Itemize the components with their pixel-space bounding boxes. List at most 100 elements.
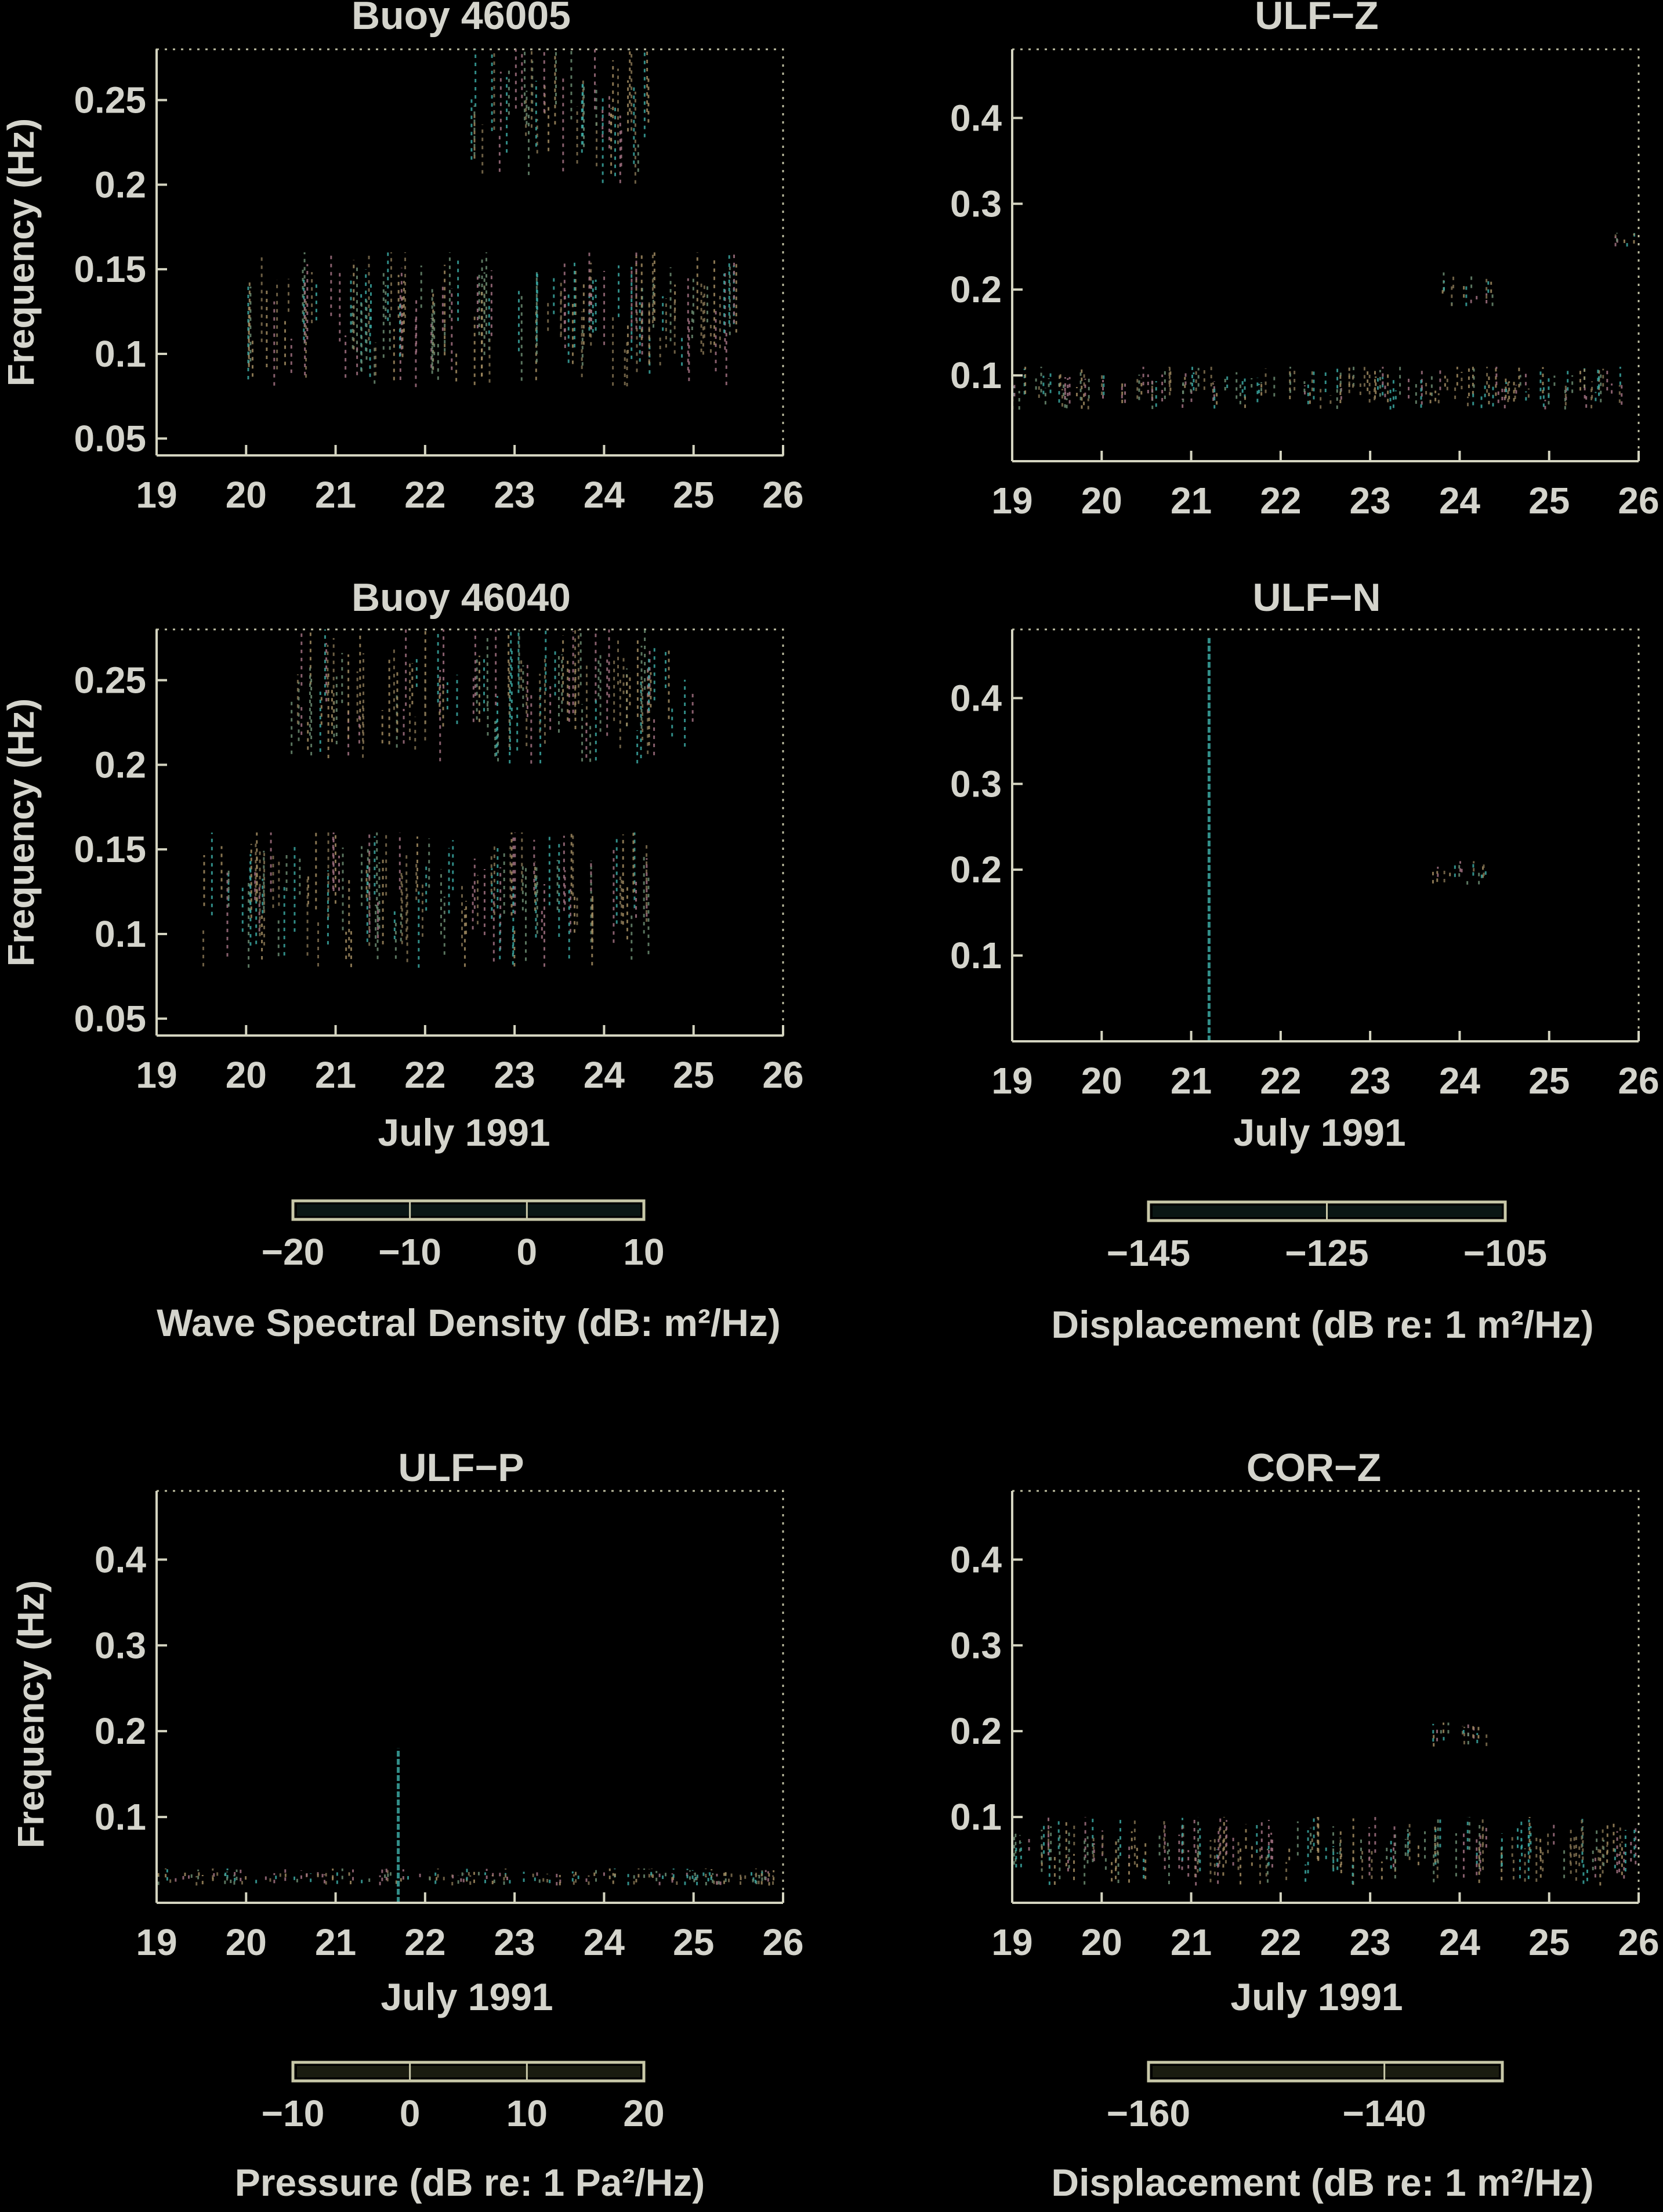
colorbar-label: Pressure (dB re: 1 Pa²/Hz)	[235, 2161, 705, 2204]
y-tick-labels: 0.1 0.2 0.3 0.4	[95, 1538, 167, 1838]
x-tick-label: 22	[404, 1921, 445, 1963]
x-tick-labels: 19 20 21 22 23 24 25 26	[136, 445, 804, 516]
colorbar-tick-labels: −160 −140	[1107, 2062, 1426, 2134]
x-tick-label: 24	[584, 1921, 625, 1963]
x-tick-label: 19	[136, 1921, 177, 1963]
plot-area	[155, 628, 784, 1037]
colorbar-pressure: −10 0 10 20 Pressure (dB re: 1 Pa²/Hz)	[235, 2061, 705, 2204]
x-axis-label: July 1991	[381, 1975, 553, 2018]
y-tick-label: 0.1	[95, 913, 146, 955]
colorbar-tick-label: −145	[1107, 1232, 1190, 1274]
x-tick-label: 25	[1528, 1060, 1570, 1102]
colorbar-tick-labels: −145 −125 −105	[1107, 1202, 1547, 1274]
y-tick-label: 0.05	[74, 998, 146, 1040]
plot-area	[1011, 1490, 1640, 1904]
x-tick-label: 20	[1081, 480, 1122, 522]
x-tick-label: 19	[991, 480, 1032, 522]
x-tick-label: 24	[584, 474, 625, 516]
colorbar-fill	[1153, 2066, 1499, 2077]
colorbar-tick-label: 0	[400, 2092, 421, 2134]
colorbar-tick-label: −105	[1463, 1232, 1547, 1274]
x-tick-label: 23	[1350, 1921, 1391, 1963]
plot-area	[1011, 628, 1640, 1042]
x-tick-labels: 19 20 21 22 23 24 25 26	[991, 451, 1660, 522]
x-tick-label: 26	[1618, 1060, 1659, 1102]
spectrogram-signal	[202, 629, 694, 968]
colorbar-tick-label: −10	[262, 2092, 325, 2134]
y-tick-labels: 0.1 0.2 0.3 0.4	[950, 1538, 1023, 1838]
x-tick-label: 25	[1528, 1921, 1570, 1963]
x-tick-label: 26	[762, 474, 803, 516]
y-tick-labels: 0.1 0.2 0.3 0.4	[950, 97, 1023, 396]
x-tick-label: 23	[494, 474, 535, 516]
x-tick-label: 23	[494, 1054, 535, 1096]
colorbar-label: Wave Spectral Density (dB: m²/Hz)	[157, 1301, 781, 1344]
x-axis-label: July 1991	[1230, 1975, 1403, 2018]
y-tick-labels: 0.05 0.1 0.15 0.2 0.25	[74, 79, 167, 459]
colorbar-wave-spectral-density: −20 −10 0 10 Wave Spectral Density (dB: m²/…	[157, 1199, 781, 1344]
panel-title: ULF−P	[398, 1446, 524, 1490]
panel-title: Buoy 46040	[352, 575, 571, 620]
spectrogram-signal	[1012, 231, 1636, 410]
x-tick-label: 20	[1081, 1060, 1122, 1102]
panel-ulfz: ULF−Z 0.1 0.2 0.3 0.4 19 20 21 22 23 24 25 26	[950, 0, 1660, 522]
x-tick-label: 25	[673, 1921, 714, 1963]
colorbar-tick-labels: −20 −10 0 10	[262, 1201, 665, 1273]
colorbar-tick-labels: −10 0 10 20	[262, 2062, 665, 2134]
colorbar-tick-label: −20	[262, 1231, 325, 1273]
colorbar-label: Displacement (dB re: 1 m²/Hz)	[1051, 1303, 1593, 1346]
x-tick-label: 23	[1350, 1060, 1391, 1102]
x-tick-label: 19	[136, 1054, 177, 1096]
x-tick-label: 22	[1260, 480, 1301, 522]
panel-buoy46005: Buoy 46005 0.05 0.1 0.15 0.2 0.25 19 20 21 22 23…	[0, 0, 804, 516]
x-tick-label: 24	[584, 1054, 625, 1096]
colorbar-displacement-ulf: −145 −125 −105 Displacement (dB re: 1 m²/H…	[1051, 1200, 1594, 1346]
x-tick-label: 25	[673, 1054, 714, 1096]
colorbar-tick-label: −140	[1343, 2092, 1426, 2134]
y-tick-label: 0.15	[74, 828, 146, 870]
panel-ulfp: ULF−P 0.1 0.2 0.3 0.4 19 20 21 22 23 24 25 26 Freq…	[10, 1446, 804, 2018]
colorbar-tick-label: 10	[506, 2092, 548, 2134]
panel-title: ULF−N	[1253, 575, 1381, 620]
y-tick-label: 0.3	[950, 763, 1002, 805]
x-tick-label: 20	[226, 1921, 267, 1963]
colorbar-fill	[297, 1204, 640, 1216]
colorbar-tick-label: −160	[1107, 2092, 1190, 2134]
x-tick-label: 24	[1439, 480, 1481, 522]
x-tick-label: 26	[762, 1054, 803, 1096]
y-tick-label: 0.1	[950, 354, 1002, 396]
x-tick-label: 21	[1171, 1921, 1212, 1963]
y-tick-label: 0.2	[95, 744, 146, 785]
x-tick-label: 21	[315, 474, 356, 516]
x-tick-label: 23	[1350, 480, 1391, 522]
y-tick-label: 0.3	[950, 183, 1002, 225]
x-tick-labels: 19 20 21 22 23 24 25 26	[991, 1031, 1660, 1102]
x-tick-label: 21	[315, 1054, 356, 1096]
y-tick-label: 0.1	[95, 333, 146, 375]
x-tick-label: 25	[1528, 480, 1570, 522]
x-tick-labels: 19 20 21 22 23 24 25 26	[991, 1892, 1660, 1963]
colorbar-tick-label: 0	[517, 1231, 538, 1273]
colorbar-displacement-cor: −160 −140 Displacement (dB re: 1 m²/Hz)	[1051, 2061, 1594, 2204]
y-tick-label: 0.2	[95, 1710, 146, 1752]
x-tick-label: 20	[226, 474, 267, 516]
spectrogram-signal	[1207, 638, 1487, 1041]
x-tick-label: 24	[1439, 1921, 1481, 1963]
panel-corz: COR−Z 0.1 0.2 0.3 0.4 19 20 21 22 23 24 25 26 July…	[950, 1446, 1660, 2018]
y-tick-label: 0.3	[95, 1624, 146, 1666]
x-tick-label: 22	[404, 1054, 445, 1096]
y-tick-label: 0.2	[95, 164, 146, 205]
x-tick-label: 24	[1439, 1060, 1481, 1102]
x-tick-label: 21	[315, 1921, 356, 1963]
spectrogram-signal	[157, 1748, 775, 1903]
y-tick-labels: 0.05 0.1 0.15 0.2 0.25	[74, 660, 167, 1040]
y-tick-label: 0.4	[950, 1538, 1002, 1580]
y-tick-label: 0.2	[950, 1710, 1002, 1752]
y-tick-label: 0.25	[74, 79, 146, 121]
x-tick-label: 19	[136, 474, 177, 516]
x-tick-label: 26	[762, 1921, 803, 1963]
y-tick-label: 0.1	[95, 1796, 146, 1838]
colorbar-tick-label: 10	[623, 1231, 664, 1273]
x-tick-label: 26	[1618, 1921, 1659, 1963]
